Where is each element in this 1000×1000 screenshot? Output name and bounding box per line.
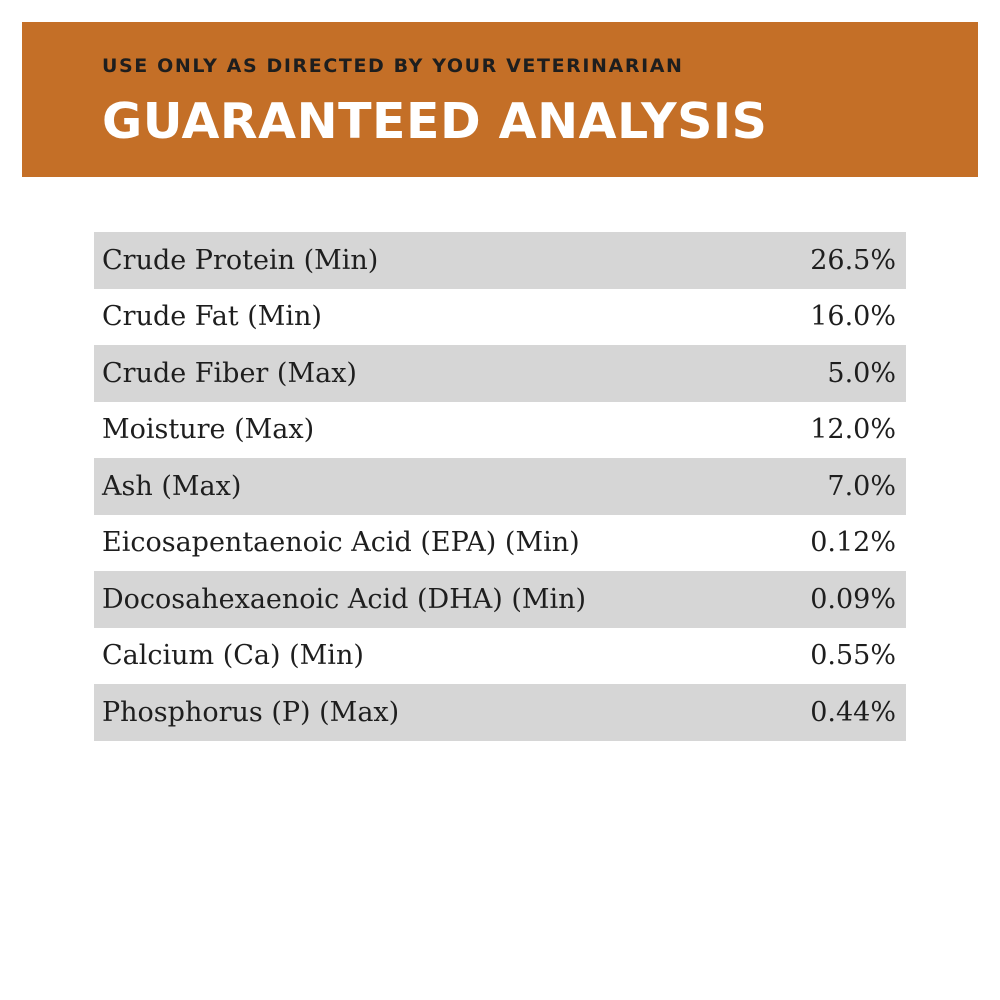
nutrient-amount: 12.0% — [810, 414, 896, 446]
nutrient-name: Ash (Max) — [102, 470, 242, 502]
analysis-row: Calcium (Ca) (Min) 0.55% — [94, 628, 906, 685]
nutrient-amount: 0.09% — [810, 583, 896, 615]
header-band: USE ONLY AS DIRECTED BY YOUR VETERINARIA… — [22, 22, 978, 177]
analysis-row: Crude Fiber (Max) 5.0% — [94, 345, 906, 402]
analysis-row: Crude Fat (Min) 16.0% — [94, 289, 906, 346]
nutrient-amount: 0.44% — [810, 696, 896, 728]
nutrient-amount: 0.12% — [810, 527, 896, 559]
analysis-row: Phosphorus (P) (Max) 0.44% — [94, 684, 906, 741]
nutrient-name: Docosahexaenoic Acid (DHA) (Min) — [102, 583, 587, 615]
nutrient-name: Phosphorus (P) (Max) — [102, 696, 400, 728]
nutrient-name: Calcium (Ca) (Min) — [102, 640, 364, 672]
nutrient-amount: 5.0% — [827, 357, 896, 389]
nutrient-name: Crude Fiber (Max) — [102, 357, 357, 389]
nutrient-name: Crude Protein (Min) — [102, 244, 379, 276]
nutrient-name: Eicosapentaenoic Acid (EPA) (Min) — [102, 527, 580, 559]
nutrient-amount: 26.5% — [810, 244, 896, 276]
nutrient-amount: 7.0% — [827, 470, 896, 502]
analysis-row: Docosahexaenoic Acid (DHA) (Min) 0.09% — [94, 571, 906, 628]
analysis-row: Crude Protein (Min) 26.5% — [94, 232, 906, 289]
nutrient-amount: 0.55% — [810, 640, 896, 672]
header-title: GUARANTEED ANALYSIS — [102, 93, 768, 150]
nutrient-name: Moisture (Max) — [102, 414, 315, 446]
nutrient-amount: 16.0% — [810, 301, 896, 333]
guaranteed-analysis-table: Crude Protein (Min) 26.5% Crude Fat (Min… — [94, 232, 906, 741]
analysis-row: Moisture (Max) 12.0% — [94, 402, 906, 459]
nutrient-name: Crude Fat (Min) — [102, 301, 322, 333]
header-subtitle: USE ONLY AS DIRECTED BY YOUR VETERINARIA… — [102, 55, 684, 77]
analysis-row: Ash (Max) 7.0% — [94, 458, 906, 515]
analysis-row: Eicosapentaenoic Acid (EPA) (Min) 0.12% — [94, 515, 906, 572]
